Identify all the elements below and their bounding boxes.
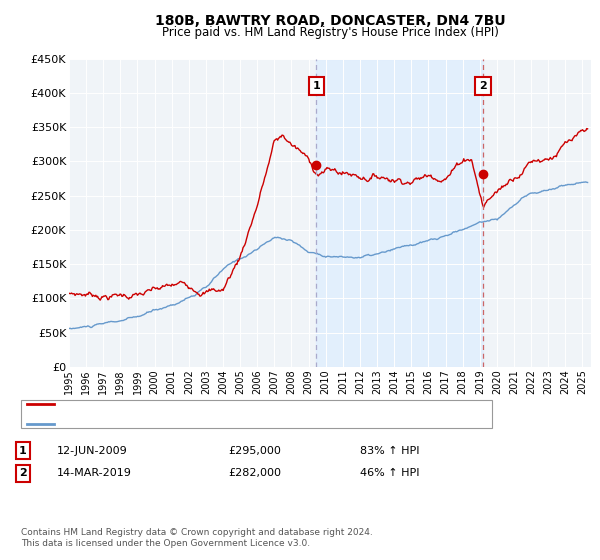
Text: 2: 2 <box>479 81 487 91</box>
Text: Contains HM Land Registry data © Crown copyright and database right 2024.
This d: Contains HM Land Registry data © Crown c… <box>21 528 373 548</box>
Text: 1: 1 <box>313 81 320 91</box>
Text: 12-JUN-2009: 12-JUN-2009 <box>57 446 128 456</box>
Text: 46% ↑ HPI: 46% ↑ HPI <box>360 468 419 478</box>
Text: 14-MAR-2019: 14-MAR-2019 <box>57 468 132 478</box>
Text: £295,000: £295,000 <box>228 446 281 456</box>
Text: 83% ↑ HPI: 83% ↑ HPI <box>360 446 419 456</box>
Text: 2: 2 <box>19 468 26 478</box>
Text: 180B, BAWTRY ROAD, DONCASTER, DN4 7BU (detached house): 180B, BAWTRY ROAD, DONCASTER, DN4 7BU (d… <box>60 399 390 409</box>
Text: £282,000: £282,000 <box>228 468 281 478</box>
Text: HPI: Average price, detached house, Doncaster: HPI: Average price, detached house, Donc… <box>60 419 307 430</box>
Text: Price paid vs. HM Land Registry's House Price Index (HPI): Price paid vs. HM Land Registry's House … <box>161 26 499 39</box>
Text: 1: 1 <box>19 446 26 456</box>
Bar <box>316 59 483 367</box>
Text: 180B, BAWTRY ROAD, DONCASTER, DN4 7BU: 180B, BAWTRY ROAD, DONCASTER, DN4 7BU <box>155 14 505 28</box>
